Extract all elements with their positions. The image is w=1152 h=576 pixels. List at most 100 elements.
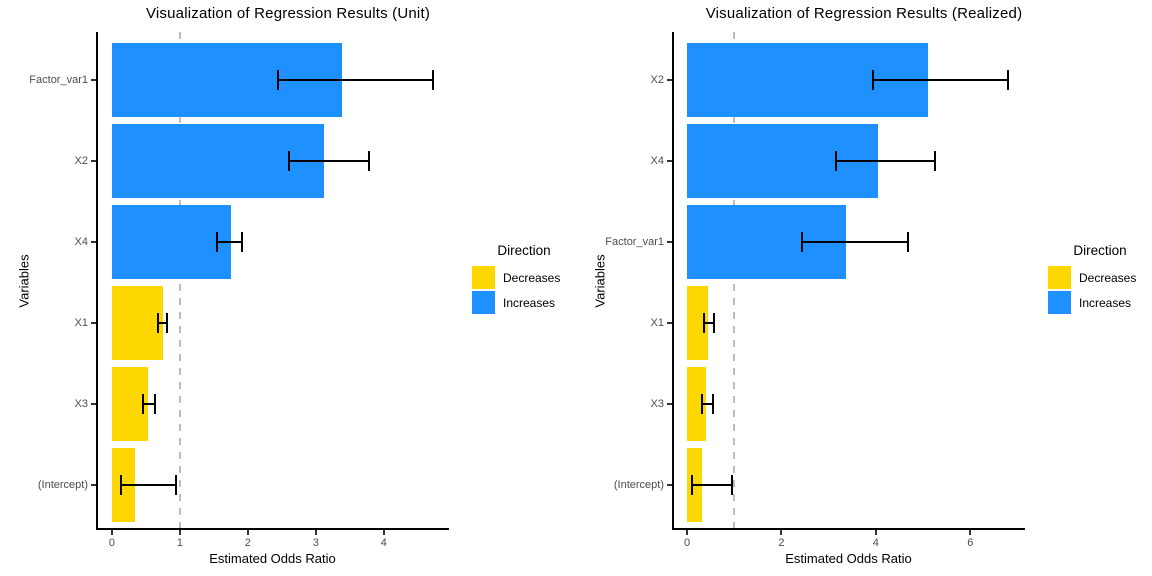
reference-line: [733, 32, 736, 530]
error-bar-cap: [800, 232, 803, 252]
plot-area: [91, 32, 449, 535]
x-tick-mark: [780, 530, 783, 535]
x-axis-line: [96, 528, 449, 530]
y-tick-label: (Intercept): [37, 479, 88, 491]
legend-item-increases: Increases: [1048, 291, 1152, 314]
error-bar: [120, 484, 176, 486]
error-bar-cap: [216, 232, 219, 252]
y-tick-label: X4: [74, 236, 88, 248]
error-bar-cap: [702, 313, 705, 333]
bar: [111, 286, 163, 360]
error-bar-cap: [431, 70, 434, 90]
y-tick-mark: [91, 79, 96, 81]
y-tick-mark: [667, 403, 672, 405]
error-bar-cap: [157, 313, 160, 333]
x-tick-mark: [874, 530, 877, 535]
x-tick-label: 1: [176, 537, 183, 549]
x-tick-mark: [314, 530, 317, 535]
error-bar: [217, 241, 242, 243]
x-tick-label: 2: [244, 537, 251, 549]
error-bar-cap: [1006, 70, 1009, 90]
error-bar-cap: [174, 475, 177, 495]
x-tick-mark: [246, 530, 249, 535]
y-tick-mark: [91, 160, 96, 162]
legend-title: Direction: [1073, 243, 1127, 258]
chart-title: Visualization of Regression Results (Rea…: [705, 5, 1023, 22]
plot-area: [667, 32, 1025, 535]
y-tick-label: Factor_var1: [29, 74, 88, 86]
error-bar-cap: [835, 151, 838, 171]
legend-label-decreases: Decreases: [503, 270, 561, 285]
error-bar: [278, 79, 433, 81]
legend: Direction Decreases Increases: [455, 243, 576, 316]
y-tick-mark: [91, 403, 96, 405]
legend-item-decreases: Decreases: [1048, 266, 1152, 289]
error-bar-cap: [871, 70, 874, 90]
error-bar-cap: [119, 475, 122, 495]
error-bar-cap: [907, 232, 910, 252]
y-tick-label: X3: [650, 398, 664, 410]
error-bar-cap: [153, 394, 156, 414]
y-tick-label: X1: [74, 317, 88, 329]
chart-title: Visualization of Regression Results (Uni…: [145, 5, 431, 22]
error-bar-cap: [240, 232, 243, 252]
y-tick-mark: [667, 241, 672, 243]
x-tick-label: 2: [778, 537, 785, 549]
error-bar-cap: [367, 151, 370, 171]
x-tick-label: 4: [872, 537, 879, 549]
error-bar: [872, 79, 1008, 81]
legend-swatch-decreases: [472, 266, 495, 289]
x-tick-mark: [178, 530, 181, 535]
y-axis-line: [96, 32, 98, 530]
x-tick-mark: [110, 530, 113, 535]
legend-item-decreases: Decreases: [472, 266, 576, 289]
y-tick-mark: [667, 322, 672, 324]
legend-label-increases: Increases: [503, 295, 556, 310]
error-bar-cap: [712, 313, 715, 333]
x-axis-title: Estimated Odds Ratio: [209, 551, 336, 566]
y-tick-mark: [91, 322, 96, 324]
error-bar-cap: [166, 313, 168, 333]
error-bar-cap: [287, 151, 290, 171]
error-bar: [691, 484, 732, 486]
error-bar-cap: [730, 475, 733, 495]
legend-swatch-increases: [1048, 291, 1071, 314]
x-tick-label: 6: [967, 537, 974, 549]
x-tick-label: 0: [684, 537, 691, 549]
x-tick-mark: [686, 530, 689, 535]
y-tick-mark: [667, 160, 672, 162]
legend-swatch-decreases: [1048, 266, 1071, 289]
error-bar: [801, 241, 909, 243]
bar: [687, 367, 707, 441]
x-tick-mark: [969, 530, 972, 535]
y-tick-label: X1: [650, 317, 664, 329]
legend: Direction Decreases Increases: [1031, 243, 1152, 316]
y-tick-mark: [91, 484, 96, 486]
y-axis-title: Variables: [592, 254, 608, 308]
y-tick-mark: [667, 484, 672, 486]
x-axis-title: Estimated Odds Ratio: [785, 551, 912, 566]
error-bar: [702, 403, 713, 405]
legend-title: Direction: [497, 243, 551, 258]
error-bar-cap: [277, 70, 280, 90]
bar: [111, 367, 148, 441]
x-tick-mark: [382, 530, 385, 535]
error-bar-cap: [933, 151, 936, 171]
error-bar: [836, 160, 935, 162]
chart-panel-realized: Visualization of Regression Results (Rea…: [576, 0, 1152, 576]
legend-label-increases: Increases: [1079, 295, 1132, 310]
error-bar-cap: [701, 394, 704, 414]
legend-swatch-increases: [472, 291, 495, 314]
bar: [111, 205, 231, 279]
error-bar-cap: [690, 475, 693, 495]
x-tick-label: 4: [380, 537, 387, 549]
bar: [687, 286, 709, 360]
y-tick-mark: [91, 241, 96, 243]
error-bar: [143, 403, 155, 405]
x-tick-label: 3: [312, 537, 319, 549]
x-tick-label: 0: [108, 537, 116, 549]
y-axis-title: Variables: [16, 254, 32, 308]
error-bar: [703, 322, 714, 324]
error-bar: [288, 160, 369, 162]
error-bar-cap: [142, 394, 145, 414]
